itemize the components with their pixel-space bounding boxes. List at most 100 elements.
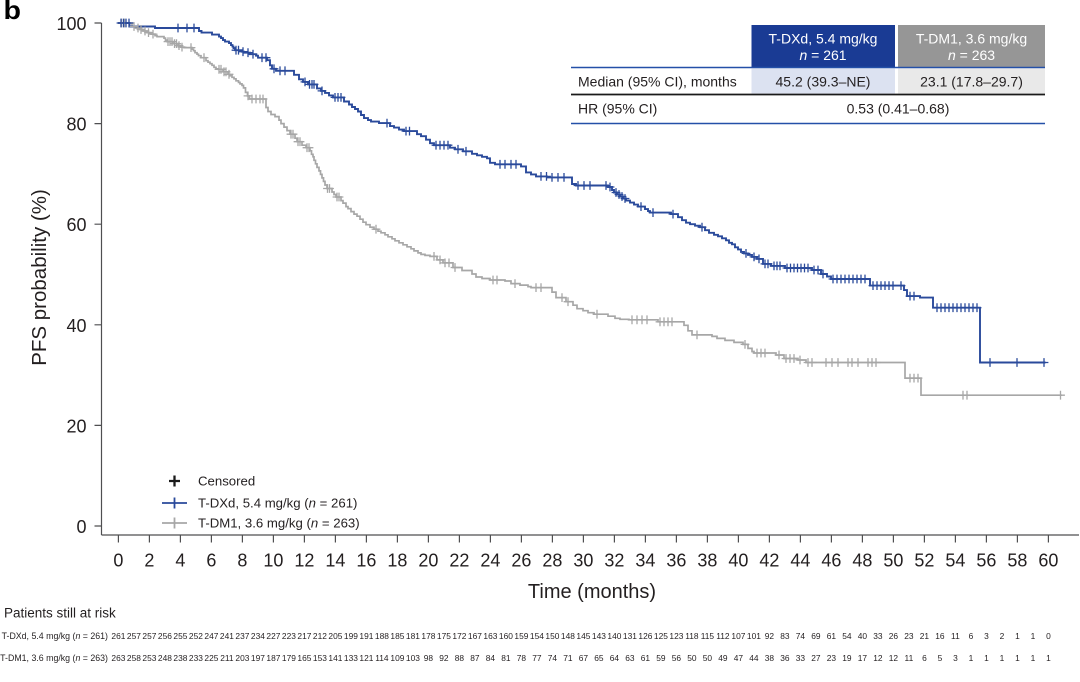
svg-text:12: 12 bbox=[294, 551, 314, 571]
svg-text:24: 24 bbox=[480, 551, 500, 571]
svg-text:227: 227 bbox=[266, 631, 280, 641]
svg-text:199: 199 bbox=[344, 631, 358, 641]
svg-text:241: 241 bbox=[220, 631, 234, 641]
svg-text:1: 1 bbox=[1031, 631, 1036, 641]
svg-text:22: 22 bbox=[449, 551, 469, 571]
svg-text:263: 263 bbox=[111, 653, 125, 663]
svg-text:40: 40 bbox=[858, 631, 868, 641]
svg-text:126: 126 bbox=[638, 631, 652, 641]
svg-text:179: 179 bbox=[282, 653, 296, 663]
svg-text:69: 69 bbox=[811, 631, 821, 641]
svg-text:217: 217 bbox=[297, 631, 311, 641]
svg-text:247: 247 bbox=[204, 631, 218, 641]
svg-text:T-DXd, 5.4 mg/kg (n = 261): T-DXd, 5.4 mg/kg (n = 261) bbox=[2, 631, 108, 641]
svg-text:257: 257 bbox=[142, 631, 156, 641]
svg-text:1: 1 bbox=[984, 653, 989, 663]
svg-text:36: 36 bbox=[780, 653, 790, 663]
svg-text:1: 1 bbox=[969, 653, 974, 663]
svg-text:87: 87 bbox=[470, 653, 480, 663]
svg-text:18: 18 bbox=[387, 551, 407, 571]
svg-text:83: 83 bbox=[780, 631, 790, 641]
svg-text:256: 256 bbox=[158, 631, 172, 641]
svg-text:88: 88 bbox=[455, 653, 465, 663]
svg-text:84: 84 bbox=[486, 653, 496, 663]
svg-text:159: 159 bbox=[514, 631, 528, 641]
svg-text:60: 60 bbox=[1038, 551, 1058, 571]
svg-text:T-DXd, 5.4 mg/kg (n = 261): T-DXd, 5.4 mg/kg (n = 261) bbox=[198, 496, 357, 511]
svg-text:78: 78 bbox=[517, 653, 527, 663]
svg-text:20: 20 bbox=[418, 551, 438, 571]
svg-text:50: 50 bbox=[703, 653, 713, 663]
svg-text:74: 74 bbox=[548, 653, 558, 663]
svg-text:141: 141 bbox=[328, 653, 342, 663]
svg-text:T-DXd, 5.4 mg/kg: T-DXd, 5.4 mg/kg bbox=[769, 31, 878, 47]
svg-text:23: 23 bbox=[827, 653, 837, 663]
svg-text:T-DM1, 3.6 mg/kg (n = 263): T-DM1, 3.6 mg/kg (n = 263) bbox=[198, 516, 360, 531]
svg-text:6: 6 bbox=[206, 551, 216, 571]
svg-text:59: 59 bbox=[656, 653, 666, 663]
svg-text:167: 167 bbox=[468, 631, 482, 641]
svg-text:187: 187 bbox=[266, 653, 280, 663]
svg-text:40: 40 bbox=[728, 551, 748, 571]
svg-text:74: 74 bbox=[796, 631, 806, 641]
svg-text:47: 47 bbox=[734, 653, 744, 663]
svg-text:48: 48 bbox=[852, 551, 872, 571]
svg-text:154: 154 bbox=[530, 631, 544, 641]
svg-text:1: 1 bbox=[1015, 653, 1020, 663]
svg-text:n = 261: n = 261 bbox=[799, 47, 846, 63]
svg-text:Censored: Censored bbox=[198, 474, 255, 489]
svg-text:45.2 (39.3–NE): 45.2 (39.3–NE) bbox=[776, 74, 871, 90]
svg-text:123: 123 bbox=[669, 631, 683, 641]
svg-text:PFS probability (%): PFS probability (%) bbox=[28, 189, 51, 366]
svg-text:56: 56 bbox=[976, 551, 996, 571]
svg-text:23: 23 bbox=[904, 631, 914, 641]
svg-text:T-DM1, 3.6 mg/kg (n = 263): T-DM1, 3.6 mg/kg (n = 263) bbox=[0, 653, 108, 663]
svg-text:16: 16 bbox=[935, 631, 945, 641]
svg-text:148: 148 bbox=[561, 631, 575, 641]
svg-text:248: 248 bbox=[158, 653, 172, 663]
svg-text:107: 107 bbox=[731, 631, 745, 641]
svg-text:HR (95% CI): HR (95% CI) bbox=[578, 101, 657, 117]
svg-text:160: 160 bbox=[499, 631, 513, 641]
svg-text:10: 10 bbox=[263, 551, 283, 571]
svg-text:261: 261 bbox=[111, 631, 125, 641]
svg-text:0.53 (0.41–0.68): 0.53 (0.41–0.68) bbox=[847, 101, 950, 117]
svg-text:92: 92 bbox=[439, 653, 449, 663]
svg-text:n = 263: n = 263 bbox=[948, 47, 995, 63]
svg-text:54: 54 bbox=[945, 551, 965, 571]
svg-text:17: 17 bbox=[858, 653, 868, 663]
svg-text:4: 4 bbox=[175, 551, 185, 571]
svg-text:b: b bbox=[4, 0, 22, 25]
svg-text:150: 150 bbox=[545, 631, 559, 641]
svg-text:101: 101 bbox=[747, 631, 761, 641]
svg-text:3: 3 bbox=[953, 653, 958, 663]
svg-text:11: 11 bbox=[951, 631, 960, 641]
svg-text:54: 54 bbox=[842, 631, 852, 641]
svg-text:46: 46 bbox=[821, 551, 841, 571]
svg-text:6: 6 bbox=[922, 653, 927, 663]
svg-text:61: 61 bbox=[641, 653, 651, 663]
svg-text:211: 211 bbox=[220, 653, 234, 663]
svg-text:1: 1 bbox=[1015, 631, 1020, 641]
svg-text:172: 172 bbox=[452, 631, 466, 641]
svg-text:143: 143 bbox=[592, 631, 606, 641]
svg-text:0: 0 bbox=[113, 551, 123, 571]
svg-text:255: 255 bbox=[173, 631, 187, 641]
svg-text:223: 223 bbox=[282, 631, 296, 641]
svg-text:71: 71 bbox=[563, 653, 573, 663]
svg-text:38: 38 bbox=[765, 653, 775, 663]
svg-text:234: 234 bbox=[251, 631, 265, 641]
svg-text:80: 80 bbox=[66, 115, 86, 135]
svg-text:1: 1 bbox=[1000, 653, 1005, 663]
svg-text:115: 115 bbox=[701, 631, 715, 641]
svg-text:205: 205 bbox=[328, 631, 342, 641]
svg-text:118: 118 bbox=[685, 631, 699, 641]
svg-text:125: 125 bbox=[654, 631, 668, 641]
svg-text:8: 8 bbox=[237, 551, 247, 571]
svg-text:3: 3 bbox=[984, 631, 989, 641]
svg-text:20: 20 bbox=[66, 416, 86, 436]
svg-text:212: 212 bbox=[313, 631, 327, 641]
svg-text:52: 52 bbox=[914, 551, 934, 571]
svg-text:6: 6 bbox=[969, 631, 974, 641]
svg-text:33: 33 bbox=[796, 653, 806, 663]
